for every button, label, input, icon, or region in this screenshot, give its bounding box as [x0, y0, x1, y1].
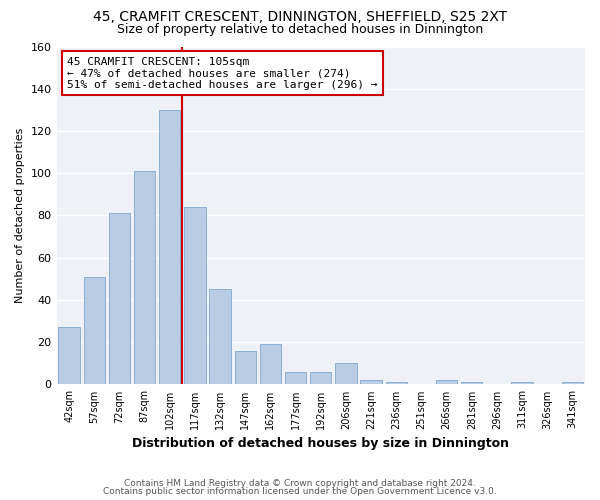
Text: 45, CRAMFIT CRESCENT, DINNINGTON, SHEFFIELD, S25 2XT: 45, CRAMFIT CRESCENT, DINNINGTON, SHEFFI…	[93, 10, 507, 24]
Bar	[461, 382, 482, 384]
Bar	[159, 110, 181, 384]
Bar	[562, 382, 583, 384]
Bar	[310, 372, 331, 384]
Bar	[260, 344, 281, 385]
Bar	[58, 328, 80, 384]
Text: Contains public sector information licensed under the Open Government Licence v3: Contains public sector information licen…	[103, 487, 497, 496]
Y-axis label: Number of detached properties: Number of detached properties	[15, 128, 25, 303]
Bar	[184, 207, 206, 384]
Bar	[335, 364, 356, 384]
Bar	[109, 214, 130, 384]
X-axis label: Distribution of detached houses by size in Dinnington: Distribution of detached houses by size …	[132, 437, 509, 450]
Text: Contains HM Land Registry data © Crown copyright and database right 2024.: Contains HM Land Registry data © Crown c…	[124, 478, 476, 488]
Bar	[361, 380, 382, 384]
Bar	[83, 276, 105, 384]
Text: Size of property relative to detached houses in Dinnington: Size of property relative to detached ho…	[117, 22, 483, 36]
Bar	[511, 382, 533, 384]
Bar	[436, 380, 457, 384]
Bar	[134, 171, 155, 384]
Text: 45 CRAMFIT CRESCENT: 105sqm
← 47% of detached houses are smaller (274)
51% of se: 45 CRAMFIT CRESCENT: 105sqm ← 47% of det…	[67, 56, 377, 90]
Bar	[235, 350, 256, 384]
Bar	[386, 382, 407, 384]
Bar	[209, 290, 231, 384]
Bar	[285, 372, 307, 384]
